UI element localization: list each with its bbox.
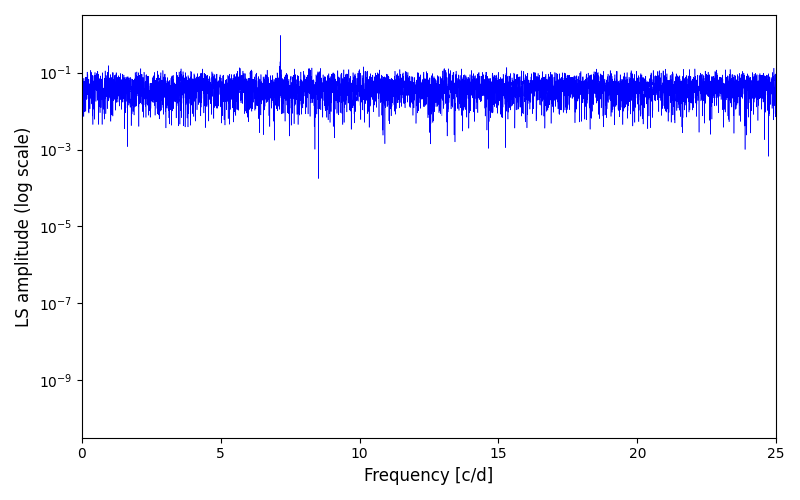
X-axis label: Frequency [c/d]: Frequency [c/d]: [364, 467, 494, 485]
Y-axis label: LS amplitude (log scale): LS amplitude (log scale): [15, 126, 33, 326]
